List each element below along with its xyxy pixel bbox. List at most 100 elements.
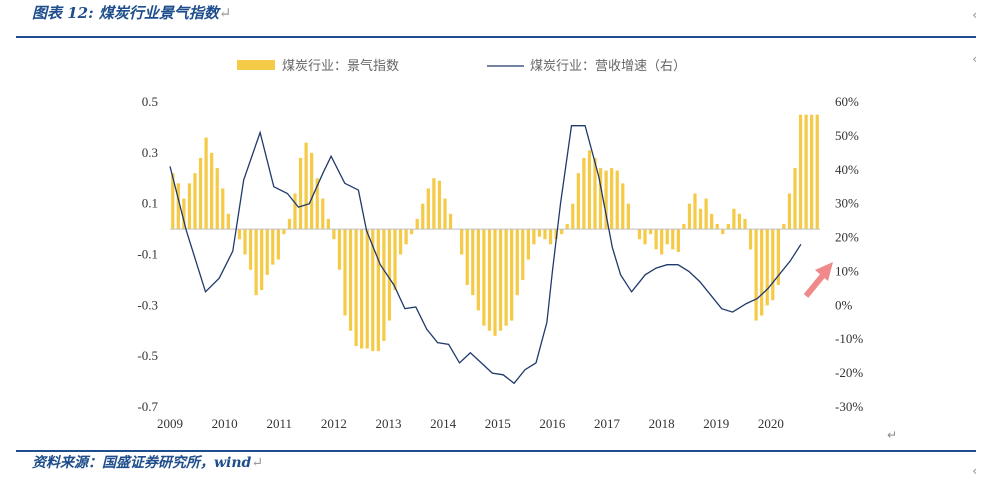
bar bbox=[804, 114, 808, 230]
bar bbox=[571, 203, 575, 230]
bar bbox=[398, 229, 403, 255]
bar bbox=[354, 229, 358, 346]
bar bbox=[726, 224, 730, 230]
bar bbox=[610, 168, 614, 230]
left-axis: 0.5 0.3 0.1 -0.1 -0.3 -0.5 -0.7 bbox=[137, 94, 158, 414]
bar bbox=[326, 218, 330, 230]
bar bbox=[437, 180, 442, 230]
bar bbox=[226, 213, 230, 230]
bar bbox=[221, 188, 225, 230]
bar bbox=[237, 229, 242, 240]
bar bbox=[382, 229, 386, 341]
bar bbox=[537, 229, 542, 237]
bar bbox=[526, 229, 530, 260]
bottom-rule bbox=[16, 450, 976, 452]
bar bbox=[748, 229, 753, 250]
x-tick-label: 2018 bbox=[649, 416, 675, 431]
side-mark-icon-2: ‹ bbox=[972, 52, 977, 66]
bar bbox=[504, 229, 508, 326]
bar bbox=[521, 229, 525, 280]
bar bbox=[360, 229, 364, 349]
bar bbox=[376, 229, 380, 352]
bar bbox=[171, 173, 175, 230]
x-tick-label: 2014 bbox=[430, 416, 457, 431]
x-tick-label: 2017 bbox=[594, 416, 621, 431]
bar bbox=[471, 229, 475, 296]
right-tick-label: 0% bbox=[835, 297, 853, 312]
bar bbox=[560, 229, 564, 235]
right-tick-label: 20% bbox=[835, 230, 859, 245]
bar bbox=[426, 188, 430, 230]
legend-bar-label: 煤炭行业：景气指数 bbox=[282, 58, 399, 74]
bar bbox=[460, 229, 464, 255]
x-tick-label: 2016 bbox=[539, 416, 566, 431]
bar bbox=[193, 173, 197, 230]
bar bbox=[710, 213, 714, 230]
side-mark-icon-3: ‹ bbox=[972, 464, 977, 478]
up-arrow-annotation bbox=[803, 262, 833, 298]
bar bbox=[371, 229, 375, 352]
bar bbox=[598, 168, 603, 230]
right-tick-label: 60% bbox=[835, 94, 859, 109]
bar bbox=[243, 229, 247, 255]
bar bbox=[593, 157, 597, 230]
right-tick-label: -20% bbox=[835, 365, 863, 380]
bar bbox=[665, 229, 669, 245]
legend: 煤炭行业：景气指数 煤炭行业：营收增速（右） bbox=[237, 58, 686, 74]
bar bbox=[721, 229, 725, 235]
top-rule bbox=[16, 36, 976, 38]
x-tick-label: 2010 bbox=[212, 416, 238, 431]
bar bbox=[676, 229, 680, 252]
bar bbox=[582, 157, 586, 230]
bar bbox=[198, 157, 203, 230]
return-mark-icon-2: ↵ bbox=[886, 428, 897, 442]
right-axis: 60% 50% 40% 30% 20% 10% 0% -10% -20% -30% bbox=[835, 94, 863, 414]
bar bbox=[793, 168, 797, 230]
bar bbox=[448, 213, 453, 230]
bar bbox=[271, 229, 275, 265]
bar bbox=[276, 229, 280, 260]
figure-title: 图表 12: 煤炭行业景气指数↵ bbox=[32, 4, 232, 22]
bar bbox=[565, 224, 569, 230]
bar bbox=[515, 229, 519, 296]
bar bbox=[343, 229, 347, 316]
x-tick-label: 2015 bbox=[485, 416, 511, 431]
bar bbox=[765, 229, 769, 306]
bar bbox=[365, 229, 369, 349]
bar bbox=[637, 229, 642, 240]
right-tick-label: -30% bbox=[835, 399, 863, 414]
bar bbox=[654, 229, 658, 250]
bar bbox=[410, 229, 414, 235]
source-note: 资料来源：国盛证券研究所，wind↵ bbox=[32, 455, 264, 471]
bar bbox=[621, 183, 625, 230]
arrow-shaft bbox=[803, 272, 827, 298]
revenue-growth-line bbox=[169, 125, 802, 385]
legend-bar-swatch bbox=[237, 60, 275, 70]
bar bbox=[543, 229, 547, 240]
bar bbox=[215, 168, 219, 230]
bar bbox=[782, 224, 786, 230]
bar bbox=[310, 152, 314, 230]
bar bbox=[743, 218, 747, 230]
bar bbox=[510, 229, 514, 321]
bar bbox=[682, 224, 686, 230]
bar bbox=[304, 142, 308, 230]
side-mark-icon: ‹ bbox=[972, 8, 977, 22]
bar bbox=[532, 229, 536, 245]
left-tick-label: -0.7 bbox=[137, 399, 158, 414]
bar bbox=[643, 229, 647, 245]
bar bbox=[187, 183, 192, 230]
bar bbox=[626, 203, 630, 230]
bar bbox=[332, 229, 336, 240]
right-tick-label: 10% bbox=[835, 263, 859, 278]
bar bbox=[760, 229, 764, 316]
bar bbox=[671, 229, 675, 250]
bar bbox=[182, 198, 186, 230]
bar bbox=[393, 229, 397, 291]
bar bbox=[648, 229, 653, 235]
bar bbox=[810, 114, 814, 230]
bar bbox=[287, 218, 292, 230]
x-tick-label: 2012 bbox=[321, 416, 347, 431]
x-tick-label: 2009 bbox=[157, 416, 183, 431]
bar bbox=[432, 178, 436, 230]
